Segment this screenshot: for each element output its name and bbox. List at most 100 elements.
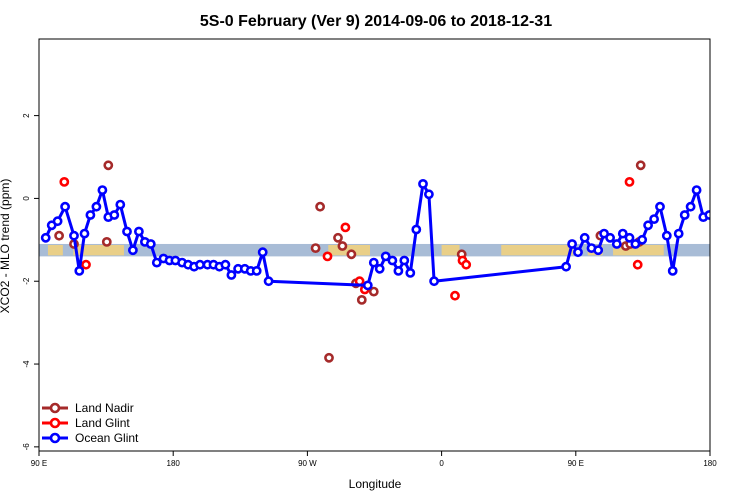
x-tick-label: 90 E — [31, 459, 47, 468]
data-point — [579, 232, 590, 243]
data-point — [712, 201, 719, 208]
data-point — [405, 267, 416, 278]
x-tick-label: 90 W — [298, 459, 317, 468]
data-point — [649, 214, 659, 224]
data-point — [617, 228, 628, 239]
data-point — [429, 276, 439, 287]
data-point — [79, 228, 90, 239]
data-point — [730, 228, 737, 235]
series-layer — [40, 160, 749, 363]
data-point — [393, 265, 404, 276]
data-point — [418, 178, 428, 189]
data-point — [91, 201, 102, 212]
data-point — [679, 210, 690, 220]
y-tick-label: -2 — [22, 277, 31, 285]
reference-band — [39, 243, 710, 257]
data-point — [346, 249, 357, 260]
legend-label: Land Glint — [75, 416, 130, 430]
legend-item: Land Glint — [42, 416, 130, 430]
data-point — [630, 239, 641, 249]
legend-item: Land Nadir — [42, 401, 134, 415]
data-point — [704, 210, 710, 220]
data-point — [387, 255, 398, 266]
x-tick-label: 90 E — [568, 459, 584, 468]
data-point — [624, 176, 635, 187]
data-point — [103, 160, 114, 171]
land-segment — [501, 244, 573, 256]
y-axis-label: XCO2 - MLO trend (ppm) — [0, 179, 12, 314]
data-point — [461, 259, 472, 270]
data-point — [356, 294, 367, 305]
land-segment — [441, 244, 460, 256]
data-point — [667, 265, 678, 276]
data-point — [337, 241, 348, 251]
data-point — [655, 201, 665, 212]
x-axis: 90 E 180 90 W 0 90 E 180 — [31, 451, 717, 468]
legend-swatch-marker — [49, 402, 61, 414]
data-point — [322, 251, 333, 262]
data-point — [101, 236, 112, 247]
data-point — [718, 228, 725, 235]
data-point — [593, 245, 604, 256]
data-point — [368, 286, 379, 297]
data-point — [60, 201, 70, 212]
data-point — [127, 245, 138, 256]
data-point — [74, 265, 85, 276]
data-point — [251, 265, 262, 276]
y-tick-label: -4 — [22, 360, 31, 368]
data-point — [133, 226, 144, 237]
legend-label: Ocean Glint — [75, 431, 139, 445]
data-point — [122, 226, 132, 237]
series-land-glint — [59, 176, 643, 301]
data-point — [333, 232, 343, 243]
data-point — [195, 259, 205, 270]
data-point — [54, 230, 64, 241]
data-point — [685, 201, 696, 212]
data-point — [643, 220, 653, 231]
data-point — [691, 185, 702, 195]
legend-item: Ocean Glint — [42, 431, 139, 445]
data-point — [257, 247, 268, 258]
data-point — [561, 261, 571, 272]
data-point — [661, 230, 672, 241]
data-point — [611, 239, 622, 249]
data-point — [374, 263, 385, 274]
plot-frame — [38, 38, 711, 452]
data-point — [81, 259, 91, 270]
land-segment — [47, 244, 63, 256]
data-point — [632, 259, 643, 270]
data-point — [411, 224, 422, 235]
x-tick-label: 180 — [167, 459, 181, 468]
data-point — [145, 239, 156, 249]
data-point — [368, 257, 379, 268]
y-tick-label: 0 — [22, 196, 31, 201]
y-tick-label: 2 — [22, 113, 31, 118]
series-ocean-glint — [40, 178, 749, 291]
land-segment — [613, 244, 664, 256]
data-point — [151, 257, 162, 268]
data-point — [637, 234, 648, 245]
data-point — [362, 280, 373, 291]
data-point — [624, 232, 635, 243]
data-point — [380, 251, 391, 262]
data-point — [742, 240, 749, 247]
data-point — [115, 199, 126, 210]
data-point — [310, 243, 321, 253]
data-point — [59, 176, 70, 187]
data-point — [450, 290, 460, 301]
data-point — [399, 255, 410, 266]
data-point — [69, 230, 79, 241]
data-point — [85, 210, 96, 220]
x-axis-label: Longitude — [349, 477, 402, 491]
data-point — [315, 201, 325, 212]
legend-label: Land Nadir — [75, 401, 134, 415]
data-point — [263, 276, 274, 287]
y-tick-label: -6 — [22, 443, 31, 451]
x-tick-label: 0 — [439, 459, 444, 468]
legend-swatch-marker — [49, 417, 61, 429]
data-point — [97, 185, 108, 195]
data-point — [340, 222, 351, 233]
data-point — [724, 247, 731, 254]
